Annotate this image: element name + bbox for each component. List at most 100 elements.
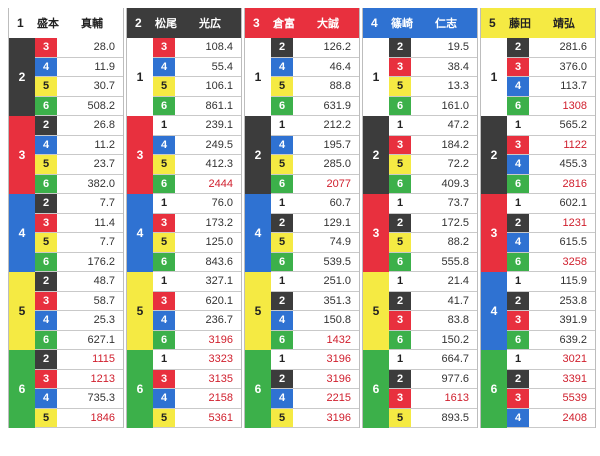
odds-row[interactable]: 5 285.0 xyxy=(271,155,359,175)
odds-row[interactable]: 3 1613 xyxy=(389,389,477,409)
odds-row[interactable]: 1 3323 xyxy=(153,350,241,370)
odds-row[interactable]: 5 3196 xyxy=(271,408,359,428)
odds-row[interactable]: 6 3258 xyxy=(507,252,595,272)
odds-row[interactable]: 5 88.2 xyxy=(389,233,477,253)
odds-row[interactable]: 3 11.4 xyxy=(35,213,123,233)
odds-row[interactable]: 5 74.9 xyxy=(271,233,359,253)
odds-row[interactable]: 4 236.7 xyxy=(153,311,241,331)
odds-row[interactable]: 6 382.0 xyxy=(35,174,123,194)
odds-row[interactable]: 5 106.1 xyxy=(153,77,241,97)
odds-row[interactable]: 2 1115 xyxy=(35,350,123,370)
odds-row[interactable]: 2 351.3 xyxy=(271,291,359,311)
odds-row[interactable]: 4 2215 xyxy=(271,389,359,409)
odds-row[interactable]: 4 55.4 xyxy=(153,57,241,77)
odds-row[interactable]: 3 5539 xyxy=(507,389,595,409)
odds-row[interactable]: 2 126.2 xyxy=(271,38,359,58)
odds-row[interactable]: 1 21.4 xyxy=(389,272,477,292)
odds-row[interactable]: 2 3391 xyxy=(507,369,595,389)
odds-row[interactable]: 2 7.7 xyxy=(35,194,123,214)
odds-row[interactable]: 4 46.4 xyxy=(271,57,359,77)
odds-row[interactable]: 2 19.5 xyxy=(389,38,477,58)
odds-row[interactable]: 2 172.5 xyxy=(389,213,477,233)
odds-row[interactable]: 4 25.3 xyxy=(35,311,123,331)
odds-row[interactable]: 1 327.1 xyxy=(153,272,241,292)
odds-row[interactable]: 1 239.1 xyxy=(153,116,241,136)
odds-row[interactable]: 2 1231 xyxy=(507,213,595,233)
odds-row[interactable]: 6 1308 xyxy=(507,96,595,116)
odds-row[interactable]: 3 391.9 xyxy=(507,311,595,331)
odds-row[interactable]: 4 735.3 xyxy=(35,389,123,409)
odds-row[interactable]: 5 412.3 xyxy=(153,155,241,175)
odds-row[interactable]: 5 23.7 xyxy=(35,155,123,175)
odds-row[interactable]: 6 639.2 xyxy=(507,330,595,350)
odds-row[interactable]: 6 631.9 xyxy=(271,96,359,116)
odds-row[interactable]: 6 1432 xyxy=(271,330,359,350)
odds-row[interactable]: 4 249.5 xyxy=(153,135,241,155)
odds-row[interactable]: 5 7.7 xyxy=(35,233,123,253)
odds-row[interactable]: 3 173.2 xyxy=(153,213,241,233)
odds-row[interactable]: 5 1846 xyxy=(35,408,123,428)
odds-row[interactable]: 1 664.7 xyxy=(389,350,477,370)
odds-row[interactable]: 2 48.7 xyxy=(35,272,123,292)
odds-row[interactable]: 2 3196 xyxy=(271,369,359,389)
odds-row[interactable]: 6 2816 xyxy=(507,174,595,194)
odds-row[interactable]: 4 113.7 xyxy=(507,77,595,97)
odds-row[interactable]: 6 2077 xyxy=(271,174,359,194)
odds-row[interactable]: 6 555.8 xyxy=(389,252,477,272)
odds-row[interactable]: 6 539.5 xyxy=(271,252,359,272)
odds-row[interactable]: 1 565.2 xyxy=(507,116,595,136)
odds-row[interactable]: 4 455.3 xyxy=(507,155,595,175)
odds-row[interactable]: 5 30.7 xyxy=(35,77,123,97)
odds-row[interactable]: 1 602.1 xyxy=(507,194,595,214)
odds-row[interactable]: 4 2158 xyxy=(153,389,241,409)
odds-row[interactable]: 6 161.0 xyxy=(389,96,477,116)
odds-row[interactable]: 3 184.2 xyxy=(389,135,477,155)
odds-row[interactable]: 6 2444 xyxy=(153,174,241,194)
odds-row[interactable]: 4 2408 xyxy=(507,408,595,428)
odds-row[interactable]: 4 11.9 xyxy=(35,57,123,77)
odds-row[interactable]: 4 195.7 xyxy=(271,135,359,155)
odds-row[interactable]: 5 893.5 xyxy=(389,408,477,428)
odds-row[interactable]: 3 3135 xyxy=(153,369,241,389)
odds-row[interactable]: 6 150.2 xyxy=(389,330,477,350)
odds-row[interactable]: 1 73.7 xyxy=(389,194,477,214)
odds-row[interactable]: 6 627.1 xyxy=(35,330,123,350)
odds-row[interactable]: 4 11.2 xyxy=(35,135,123,155)
odds-row[interactable]: 6 861.1 xyxy=(153,96,241,116)
odds-row[interactable]: 3 1122 xyxy=(507,135,595,155)
odds-row[interactable]: 4 615.5 xyxy=(507,233,595,253)
odds-row[interactable]: 3 1213 xyxy=(35,369,123,389)
odds-row[interactable]: 3 28.0 xyxy=(35,38,123,58)
odds-row[interactable]: 6 508.2 xyxy=(35,96,123,116)
odds-row[interactable]: 1 60.7 xyxy=(271,194,359,214)
odds-row[interactable]: 6 409.3 xyxy=(389,174,477,194)
odds-row[interactable]: 3 376.0 xyxy=(507,57,595,77)
odds-row[interactable]: 2 129.1 xyxy=(271,213,359,233)
odds-row[interactable]: 5 13.3 xyxy=(389,77,477,97)
odds-row[interactable]: 2 977.6 xyxy=(389,369,477,389)
odds-row[interactable]: 2 281.6 xyxy=(507,38,595,58)
odds-row[interactable]: 5 5361 xyxy=(153,408,241,428)
odds-row[interactable]: 1 115.9 xyxy=(507,272,595,292)
odds-row[interactable]: 3 58.7 xyxy=(35,291,123,311)
odds-row[interactable]: 2 26.8 xyxy=(35,116,123,136)
odds-row[interactable]: 1 251.0 xyxy=(271,272,359,292)
odds-row[interactable]: 6 843.6 xyxy=(153,252,241,272)
odds-row[interactable]: 3 38.4 xyxy=(389,57,477,77)
odds-row[interactable]: 1 76.0 xyxy=(153,194,241,214)
odds-row[interactable]: 5 72.2 xyxy=(389,155,477,175)
odds-row[interactable]: 4 150.8 xyxy=(271,311,359,331)
odds-row[interactable]: 3 108.4 xyxy=(153,38,241,58)
odds-row[interactable]: 6 176.2 xyxy=(35,252,123,272)
odds-row[interactable]: 5 125.0 xyxy=(153,233,241,253)
odds-row[interactable]: 3 620.1 xyxy=(153,291,241,311)
odds-row[interactable]: 1 212.2 xyxy=(271,116,359,136)
odds-row[interactable]: 3 83.8 xyxy=(389,311,477,331)
odds-row[interactable]: 1 3021 xyxy=(507,350,595,370)
odds-row[interactable]: 6 3196 xyxy=(153,330,241,350)
odds-row[interactable]: 2 41.7 xyxy=(389,291,477,311)
odds-row[interactable]: 1 3196 xyxy=(271,350,359,370)
odds-row[interactable]: 2 253.8 xyxy=(507,291,595,311)
odds-row[interactable]: 1 47.2 xyxy=(389,116,477,136)
odds-row[interactable]: 5 88.8 xyxy=(271,77,359,97)
